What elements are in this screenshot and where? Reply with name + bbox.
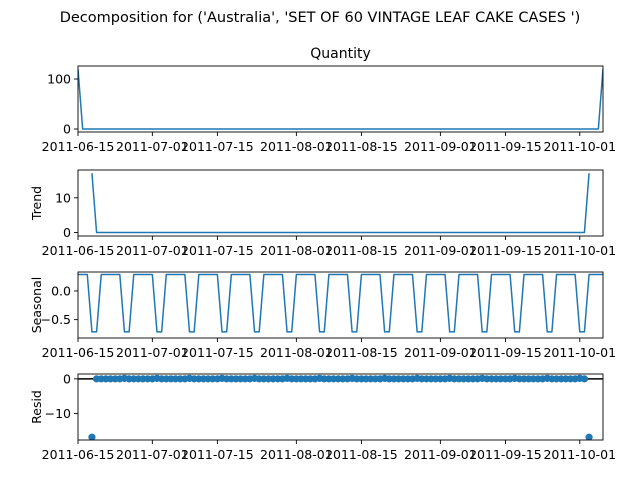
trend-axes-frame xyxy=(77,169,604,237)
observed-axes-frame xyxy=(77,65,604,133)
x-tick-label: 2011-08-15 xyxy=(325,243,398,258)
observed-series-line xyxy=(78,68,603,130)
y-tick-label: 0 xyxy=(63,225,71,240)
x-tick-label: 2011-09-15 xyxy=(469,139,542,154)
trend-plot-area xyxy=(91,173,590,234)
observed-title: Quantity xyxy=(310,46,371,62)
x-tick-label: 2011-09-01 xyxy=(404,345,477,360)
x-tick-label: 2011-10-01 xyxy=(543,243,616,258)
x-tick-label: 2011-08-01 xyxy=(260,447,333,462)
y-tick-label: 0 xyxy=(63,122,71,137)
x-tick-label: 2011-09-15 xyxy=(469,243,542,258)
y-tick-label: 10 xyxy=(55,190,71,205)
x-tick-label: 2011-08-15 xyxy=(325,345,398,360)
x-tick-label: 2011-08-15 xyxy=(325,447,398,462)
x-tick-label: 2011-06-15 xyxy=(42,345,115,360)
observed-plot-area xyxy=(78,68,603,130)
x-tick-label: 2011-07-15 xyxy=(181,345,254,360)
x-tick-label: 2011-10-01 xyxy=(543,345,616,360)
x-tick-label: 2011-06-15 xyxy=(42,447,115,462)
x-tick-label: 2011-07-01 xyxy=(116,139,189,154)
seasonal-plot-area xyxy=(78,273,603,333)
y-tick-label: −10 xyxy=(45,406,71,421)
x-tick-label: 2011-07-01 xyxy=(116,447,189,462)
x-tick-label: 2011-09-01 xyxy=(404,243,477,258)
resid-point xyxy=(88,433,96,440)
x-tick-label: 2011-07-15 xyxy=(181,139,254,154)
x-tick-label: 2011-08-01 xyxy=(260,139,333,154)
resid-point xyxy=(580,375,589,383)
x-tick-label: 2011-08-01 xyxy=(260,345,333,360)
y-tick-label: −0.5 xyxy=(41,312,71,327)
x-tick-label: 2011-09-01 xyxy=(404,139,477,154)
seasonal-axes-frame xyxy=(77,271,604,339)
x-tick-label: 2011-10-01 xyxy=(543,447,616,462)
x-tick-label: 2011-09-15 xyxy=(469,345,542,360)
x-tick-label: 2011-08-01 xyxy=(260,243,333,258)
seasonal-ylabel: Seasonal xyxy=(29,277,44,334)
seasonal-series-line xyxy=(78,273,603,333)
x-tick-label: 2011-07-01 xyxy=(116,345,189,360)
x-tick-label: 2011-07-15 xyxy=(181,447,254,462)
x-tick-label: 2011-08-15 xyxy=(325,139,398,154)
y-tick-label: 0.0 xyxy=(51,283,71,298)
resid-plot-area xyxy=(78,374,603,440)
resid-ylabel: Resid xyxy=(29,390,44,424)
trend-series-line xyxy=(91,173,590,234)
resid-axes-frame xyxy=(77,373,604,441)
resid-point xyxy=(585,433,593,440)
figure-suptitle: Decomposition for ('Australia', 'SET OF … xyxy=(60,10,581,26)
x-tick-label: 2011-06-15 xyxy=(42,243,115,258)
x-tick-label: 2011-09-01 xyxy=(404,447,477,462)
x-tick-label: 2011-07-01 xyxy=(116,243,189,258)
x-tick-label: 2011-09-15 xyxy=(469,447,542,462)
trend-ylabel: Trend xyxy=(29,186,44,221)
y-tick-label: 0 xyxy=(63,371,71,386)
x-tick-label: 2011-10-01 xyxy=(543,139,616,154)
x-tick-label: 2011-06-15 xyxy=(42,139,115,154)
x-tick-label: 2011-07-15 xyxy=(181,243,254,258)
y-tick-label: 100 xyxy=(47,72,71,87)
